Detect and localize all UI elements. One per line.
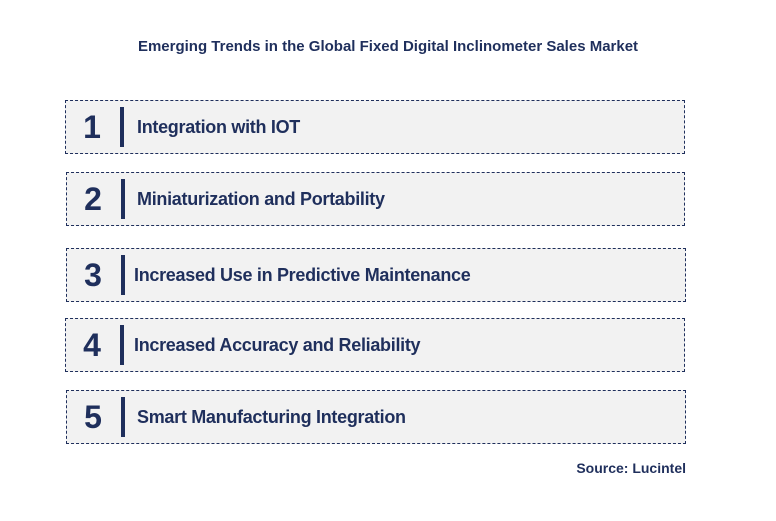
- trend-label: Miniaturization and Portability: [137, 189, 385, 209]
- trend-divider: [120, 107, 124, 147]
- trend-row-2: 2 Miniaturization and Portability: [66, 172, 685, 226]
- trend-row-1: 1 Integration with IOT: [65, 100, 685, 154]
- trend-row-3: 3 Increased Use in Predictive Maintenanc…: [66, 248, 686, 302]
- trend-label: Integration with IOT: [137, 117, 300, 137]
- trend-divider: [121, 179, 125, 219]
- trend-label: Increased Accuracy and Reliability: [134, 335, 421, 355]
- trend-label: Smart Manufacturing Integration: [137, 407, 406, 427]
- trend-number: 2: [84, 181, 102, 217]
- trend-number: 5: [84, 399, 102, 435]
- source-credit: Source: Lucintel: [576, 460, 686, 476]
- trend-label: Increased Use in Predictive Maintenance: [134, 265, 471, 285]
- diagram-title: Emerging Trends in the Global Fixed Digi…: [137, 38, 639, 55]
- trend-divider: [121, 255, 125, 295]
- trend-divider: [121, 397, 125, 437]
- trend-number: 3: [84, 257, 102, 293]
- trend-row-5: 5 Smart Manufacturing Integration: [66, 390, 686, 444]
- trend-divider: [120, 325, 124, 365]
- trend-row-4: 4 Increased Accuracy and Reliability: [65, 318, 685, 372]
- trend-number: 1: [83, 109, 101, 145]
- trend-number: 4: [83, 327, 101, 363]
